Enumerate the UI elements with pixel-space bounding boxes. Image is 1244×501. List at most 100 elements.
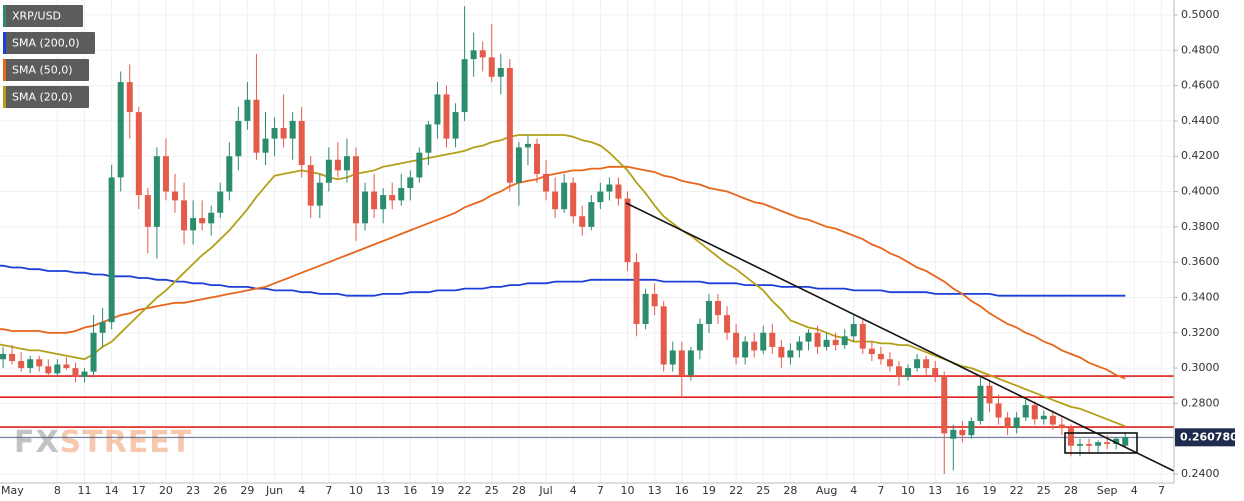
candle-body (27, 359, 34, 369)
y-tick-label: 0.2800 (1181, 396, 1220, 409)
y-tick-label: 0.3200 (1181, 326, 1220, 339)
x-tick-label: 22 (1010, 484, 1024, 497)
candle-body (1095, 442, 1102, 446)
candle-body (1004, 417, 1011, 429)
candle-body (877, 353, 884, 360)
x-tick-label: 4 (298, 484, 305, 497)
candle-body (515, 147, 522, 183)
candle-body (208, 212, 215, 224)
y-tick-label: 0.4400 (1181, 114, 1220, 127)
x-tick-label: 4 (570, 484, 577, 497)
x-tick-label: 13 (928, 484, 942, 497)
candle-body (1113, 438, 1120, 444)
x-tick-label: 4 (1131, 484, 1138, 497)
sma-line (0, 165, 1126, 380)
candle-body (923, 359, 930, 369)
x-tick-label: Aug (816, 484, 837, 497)
x-tick-label: 26 (213, 484, 227, 497)
x-tick-label: 25 (756, 484, 770, 497)
x-tick-label: Sep (1097, 484, 1118, 497)
x-tick-label: 25 (485, 484, 499, 497)
x-tick-label: 7 (1158, 484, 1165, 497)
candle-body (534, 143, 540, 174)
legend-box (3, 59, 89, 81)
candle-body (353, 156, 359, 224)
candle-body (0, 353, 7, 360)
candle-body (814, 332, 821, 347)
candle-body (687, 350, 694, 376)
watermark-part: FX (14, 425, 60, 460)
candle-body (497, 67, 504, 77)
y-tick-label: 0.4600 (1181, 79, 1220, 92)
candle-body (1086, 443, 1093, 446)
candle-body (1040, 415, 1047, 420)
candle-body (90, 332, 97, 372)
x-tick-label: May (1, 484, 24, 497)
candle-body (18, 361, 25, 369)
legend-box (3, 32, 95, 54)
candle-body (633, 262, 640, 324)
candle-body (705, 300, 712, 324)
candle-body (235, 120, 242, 157)
candle-body (1022, 405, 1029, 418)
candle-body (298, 120, 305, 166)
legend-swatch (3, 5, 6, 27)
candle-body (588, 202, 595, 227)
x-tick-label: 7 (877, 484, 884, 497)
candle-body (886, 359, 893, 367)
candle-body (660, 306, 667, 365)
candle-body (733, 332, 740, 358)
candle-body (552, 191, 559, 210)
candle-body (823, 339, 830, 347)
y-tick-label: 0.2400 (1181, 467, 1220, 480)
candle-body (787, 350, 794, 358)
candle-body (172, 191, 178, 201)
candle-body (950, 429, 957, 439)
x-tick-label: 4 (850, 484, 857, 497)
candle-body (280, 127, 287, 139)
x-tick-label: 23 (186, 484, 200, 497)
candle-body (470, 50, 477, 60)
candle-body (181, 200, 188, 231)
x-tick-label: 16 (403, 484, 417, 497)
candle-body (959, 429, 966, 436)
watermark-part: STREET (60, 425, 193, 460)
candle-body (262, 138, 269, 153)
candle-body (54, 364, 61, 374)
candle-body (416, 152, 423, 178)
x-tick-label: 25 (1037, 484, 1051, 497)
x-tick-label: 22 (458, 484, 472, 497)
candle-body (760, 332, 767, 351)
legend-box (3, 86, 89, 108)
candle-body (769, 332, 776, 347)
trend-line (625, 202, 1174, 472)
candle-body (461, 59, 468, 113)
candle-body (995, 403, 1002, 418)
candle-body (543, 173, 550, 192)
candle-body (244, 99, 251, 121)
candle-body (316, 182, 323, 206)
candle-body (1067, 428, 1074, 446)
x-tick-label: Jun (265, 484, 283, 497)
candle-body (742, 341, 749, 358)
candle-body (506, 67, 513, 183)
candle-body (868, 348, 875, 354)
x-tick-label: 8 (54, 484, 61, 497)
candle-body (778, 346, 785, 358)
candle-body (678, 350, 685, 376)
x-tick-label: 19 (702, 484, 716, 497)
candle-body (135, 112, 142, 196)
last-price-label: 0.260780 (1180, 430, 1238, 443)
candle-body (36, 359, 43, 367)
candle-body (841, 336, 848, 346)
candle-body (153, 156, 160, 227)
candle-body (968, 421, 975, 436)
candle-body (914, 359, 921, 369)
candle-body (307, 165, 314, 206)
x-tick-label: 7 (325, 484, 332, 497)
x-tick-label: 19 (430, 484, 444, 497)
legend-label: XRP/USD (12, 10, 61, 23)
candle-body (343, 156, 350, 171)
legend-swatch (3, 59, 6, 81)
candle-body (99, 322, 106, 333)
